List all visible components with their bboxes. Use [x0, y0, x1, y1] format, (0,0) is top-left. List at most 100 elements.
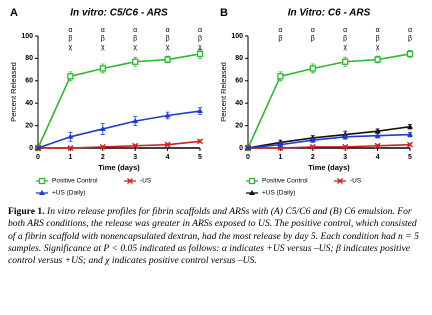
caption-text: In vitro release profiles for fibrin sca…	[8, 206, 419, 267]
charts: A In vitro: C5/C6 - ARS Percent Released Ti…	[9, 7, 414, 197]
x-tick-label: 5	[408, 154, 412, 161]
significance-mark: α	[278, 27, 282, 34]
y-tick-label: 20	[25, 122, 33, 129]
x-tick-label: 1	[278, 154, 282, 161]
marker	[39, 190, 45, 195]
x-tick-label: 0	[36, 154, 40, 161]
significance-mark: χ	[101, 44, 105, 51]
y-tick-label: 40	[235, 100, 243, 107]
significance-mark: α	[68, 27, 72, 34]
significance-mark: α	[343, 27, 347, 34]
marker	[342, 143, 349, 150]
marker	[407, 141, 413, 148]
y-tick-label: 100	[21, 33, 33, 40]
chart-title: In Vitro: C6 - ARS	[288, 8, 371, 19]
significance-mark: α	[408, 27, 412, 34]
x-tick-label: 1	[68, 154, 72, 161]
marker	[197, 138, 203, 145]
marker	[67, 133, 74, 139]
marker	[309, 65, 316, 72]
marker	[35, 145, 41, 150]
y-tick-label: 40	[25, 100, 33, 107]
marker	[164, 141, 171, 148]
significance-mark: β	[311, 35, 315, 42]
significance-mark: β	[408, 35, 412, 42]
marker	[164, 56, 171, 63]
significance-mark: β	[101, 35, 105, 42]
marker	[127, 178, 133, 184]
x-tick-label: 0	[246, 154, 250, 161]
legend-label: Positive Control	[52, 178, 98, 185]
y-tick-label: 60	[25, 78, 33, 85]
series-line	[38, 140, 201, 149]
marker	[309, 137, 316, 143]
marker	[374, 56, 381, 63]
caption-label: Figure 1.	[8, 206, 45, 217]
significance-mark: χ	[69, 44, 73, 51]
marker	[67, 145, 74, 151]
marker	[196, 50, 204, 58]
series-line	[248, 143, 411, 149]
y-tick-label: 0	[239, 145, 243, 152]
significance-mark: χ	[343, 44, 347, 51]
marker	[374, 132, 381, 138]
significance-mark: α	[166, 27, 170, 34]
significance-mark: χ	[133, 44, 137, 51]
legend-label: +US (Daily)	[52, 190, 85, 197]
marker	[342, 133, 349, 139]
significance-mark: β	[68, 35, 72, 42]
x-axis-label: Time (days)	[308, 163, 350, 172]
significance-mark: χ	[198, 44, 202, 51]
marker	[132, 118, 139, 124]
significance-mark: β	[133, 35, 137, 42]
x-tick-label: 4	[376, 154, 380, 161]
marker	[406, 50, 414, 58]
marker	[374, 142, 381, 149]
marker	[197, 108, 203, 114]
marker	[67, 73, 74, 80]
marker	[277, 141, 284, 147]
marker	[337, 178, 343, 184]
x-tick-label: 2	[101, 154, 105, 161]
marker	[99, 125, 106, 131]
significance-mark: α	[376, 27, 380, 34]
marker	[132, 142, 139, 149]
series-line	[37, 110, 201, 149]
series-line	[247, 53, 411, 149]
marker	[164, 112, 171, 118]
marker	[309, 143, 316, 150]
marker	[38, 177, 46, 185]
significance-mark: β	[376, 35, 380, 42]
significance-mark: β	[343, 35, 347, 42]
y-tick-label: 0	[29, 145, 33, 152]
marker	[407, 131, 413, 137]
marker	[249, 190, 255, 195]
chart-title: In vitro: C5/C6 - ARS	[70, 8, 168, 19]
significance-mark: α	[133, 27, 137, 34]
series-line	[37, 53, 201, 149]
marker	[99, 65, 106, 72]
significance-mark: χ	[376, 44, 380, 51]
marker	[407, 123, 413, 129]
y-tick-label: 20	[235, 122, 243, 129]
series-line	[247, 133, 411, 149]
panel-label: A	[10, 7, 18, 19]
x-tick-label: 5	[198, 154, 202, 161]
y-tick-label: 80	[235, 55, 243, 62]
legend-label: -US	[350, 178, 362, 185]
significance-mark: χ	[166, 44, 170, 51]
marker	[374, 128, 381, 134]
series-line	[247, 125, 411, 149]
marker	[132, 58, 139, 65]
marker	[99, 143, 106, 150]
marker	[277, 73, 284, 80]
significance-mark: α	[101, 27, 105, 34]
x-tick-label: 3	[343, 154, 347, 161]
panel-label: B	[220, 7, 228, 19]
x-tick-label: 2	[311, 154, 315, 161]
y-axis-label: Percent Released	[219, 62, 228, 122]
significance-mark: β	[278, 35, 282, 42]
marker	[248, 177, 256, 185]
legend-label: -US	[140, 178, 152, 185]
